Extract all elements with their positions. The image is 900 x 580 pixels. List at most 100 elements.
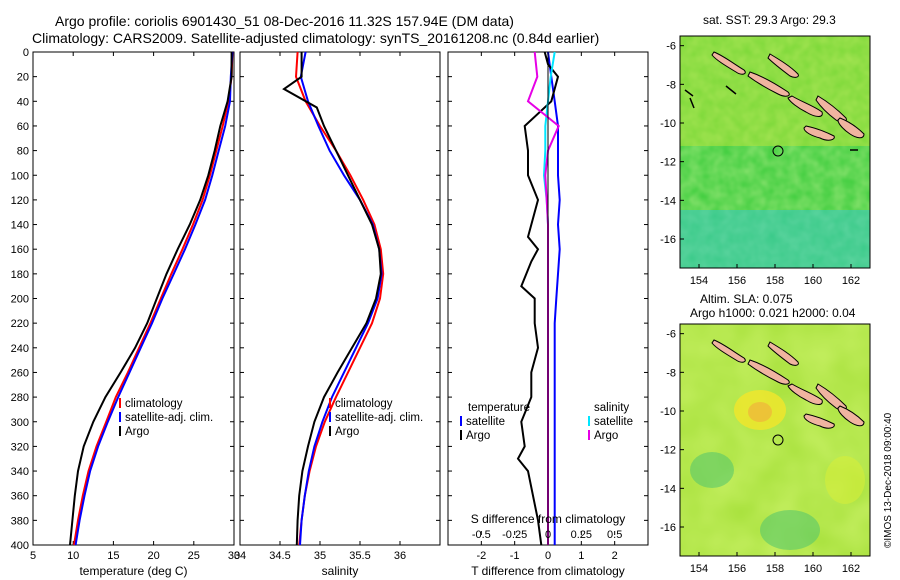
temperature-ytick-label: 120 xyxy=(11,195,29,207)
salinity-xlabel: salinity xyxy=(322,564,359,578)
salinity-series-1 xyxy=(299,51,383,546)
sla-islands xyxy=(711,339,865,429)
differences-xtick-label: 2 xyxy=(612,550,618,562)
temperature-ytick-label: 80 xyxy=(17,146,29,158)
sst-map-xtick-label: 162 xyxy=(842,275,860,287)
sst-small-islets xyxy=(684,85,858,151)
temperature-ytick-label: 180 xyxy=(11,269,29,281)
temperature-series-1 xyxy=(74,51,234,546)
temperature-ytick-label: 340 xyxy=(11,466,29,478)
sla-island-guadalcanal xyxy=(803,413,835,429)
sst-map-xtick-label: 160 xyxy=(804,275,822,287)
differences-xtick-label: -1 xyxy=(510,550,520,562)
salinity-xtick-label: 34 xyxy=(234,550,246,562)
temperature-ytick-label: 100 xyxy=(11,170,29,182)
sla-island-malaita xyxy=(837,405,865,427)
sst-map-xtick-label: 154 xyxy=(690,275,708,287)
differences-xlabel: T difference from climatology xyxy=(471,564,625,578)
sla-map-axes: 154 156 158 160 162 -6 -8 -10 -12 -14 -16 xyxy=(660,329,860,575)
temperature-ytick-label: 60 xyxy=(17,121,29,133)
temperature-xtick-label: 20 xyxy=(147,550,159,562)
temp-legend-label-2: Argo xyxy=(125,426,149,438)
temperature-xtick-label: 15 xyxy=(107,550,119,562)
sla-island-bougainville xyxy=(711,339,746,363)
differences-series-1 xyxy=(516,51,560,546)
sst-map-title: sat. SST: 29.3 Argo: 29.3 xyxy=(703,13,836,27)
temperature-xlabel: temperature (deg C) xyxy=(79,564,187,578)
diff-s-xtick-label: -0.25 xyxy=(502,529,527,541)
diff-legend-label-2: satellite xyxy=(594,416,633,428)
temp-legend-label-1: satellite-adj. clim. xyxy=(125,412,213,424)
salinity-xtick-label: 35.5 xyxy=(349,550,370,562)
sla-low-anomaly-1 xyxy=(690,452,734,488)
sla-map-xtick-label: 160 xyxy=(804,563,822,575)
sla-argo-position-marker xyxy=(772,434,784,446)
island-new-georgia xyxy=(787,95,823,117)
sla-map-ytick-label: -16 xyxy=(660,522,676,534)
island-choiseul xyxy=(747,71,790,97)
temperature-ytick-label: 300 xyxy=(11,417,29,429)
sla-map-xtick-label: 156 xyxy=(728,563,746,575)
sst-map-ytick-label: -8 xyxy=(666,79,676,91)
temperature-xtick-label: 5 xyxy=(30,550,36,562)
differences-xtick-label: 1 xyxy=(578,550,584,562)
sal-legend-label-0: climatology xyxy=(335,398,393,410)
temperature-ytick-label: 260 xyxy=(11,367,29,379)
salinity-panel: 34 34.5 35 35.5 36 salinity climatology satelli… xyxy=(234,51,441,578)
sst-map-axes: 154 156 158 160 162 -6 -8 -10 -12 -14 -16 xyxy=(660,41,860,287)
sst-map-ytick-label: -6 xyxy=(666,41,676,53)
diff-s-xtick-label: 0.5 xyxy=(607,529,622,541)
sla-map-ytick-label: -14 xyxy=(660,483,676,495)
salinity-series-2 xyxy=(282,52,382,546)
sla-island-new-georgia xyxy=(787,383,823,405)
sst-map-ytick-label: -16 xyxy=(660,234,676,246)
salinity-xtick-label: 36 xyxy=(394,550,406,562)
diff-legend-label-0: satellite xyxy=(466,416,505,428)
sla-map-ytick-label: -8 xyxy=(666,367,676,379)
differences-series-2 xyxy=(542,51,556,545)
temperature-ytick-label: 380 xyxy=(11,515,29,527)
sla-map-ytick-label: -12 xyxy=(660,445,676,457)
temperature-ytick-label: 360 xyxy=(11,491,29,503)
differences-xtick-label: -2 xyxy=(476,550,486,562)
sla-map-xtick-label: 162 xyxy=(842,563,860,575)
temperature-ytick-label: 160 xyxy=(11,244,29,256)
temperature-xtick-label: 10 xyxy=(67,550,79,562)
salinity-xtick-label: 35 xyxy=(314,550,326,562)
island-santa-isabel-n xyxy=(767,53,799,78)
title-line-2: Climatology: CARS2009. Satellite-adjuste… xyxy=(32,30,599,46)
diff-legend-label-3: Argo xyxy=(594,430,618,442)
sst-map-ytick-label: -12 xyxy=(660,157,676,169)
sst-map-ytick-label: -10 xyxy=(660,118,676,130)
sla-high-core xyxy=(748,402,772,422)
differences-xtick-label: 0 xyxy=(545,550,551,562)
sla-low-anomaly-2 xyxy=(760,510,820,550)
salinity-series-0 xyxy=(294,51,385,546)
sla-map-title-2: Argo h1000: 0.021 h2000: 0.04 xyxy=(690,306,856,320)
sla-map-title-1: Altim. SLA: 0.075 xyxy=(700,292,793,306)
temperature-series-0 xyxy=(73,51,234,546)
sst-map xyxy=(680,36,870,268)
island-guadalcanal xyxy=(803,125,835,141)
imos-credit: ©IMOS 13-Dec-2018 09:00:40 xyxy=(883,412,894,548)
title-line-1: Argo profile: coriolis 6901430_51 08-Dec… xyxy=(55,13,514,29)
sal-legend-label-1: satellite-adj. clim. xyxy=(335,412,423,424)
sst-map-ytick-label: -14 xyxy=(660,195,676,207)
sla-map-xtick-label: 154 xyxy=(690,563,708,575)
temperature-ytick-label: 20 xyxy=(17,72,29,84)
island-bougainville xyxy=(711,51,746,75)
difference-panel: -2 -1 0 1 2 T difference from climatology -0.5… xyxy=(447,51,649,578)
sst-islands xyxy=(711,51,865,141)
diff-legend-temperature-title: temperature xyxy=(468,402,530,414)
sla-island-choiseul xyxy=(747,359,790,385)
temperature-ytick-label: 140 xyxy=(11,220,29,232)
temperature-ytick-label: 400 xyxy=(11,540,29,552)
diff-legend-label-1: Argo xyxy=(466,430,490,442)
salinity-frame xyxy=(239,51,441,546)
sla-island-santa-isabel-n xyxy=(767,341,799,366)
island-malaita xyxy=(837,117,865,139)
sla-map-xtick-label: 158 xyxy=(766,563,784,575)
temperature-ytick-label: 40 xyxy=(17,96,29,108)
temperature-ytick-label: 220 xyxy=(11,318,29,330)
